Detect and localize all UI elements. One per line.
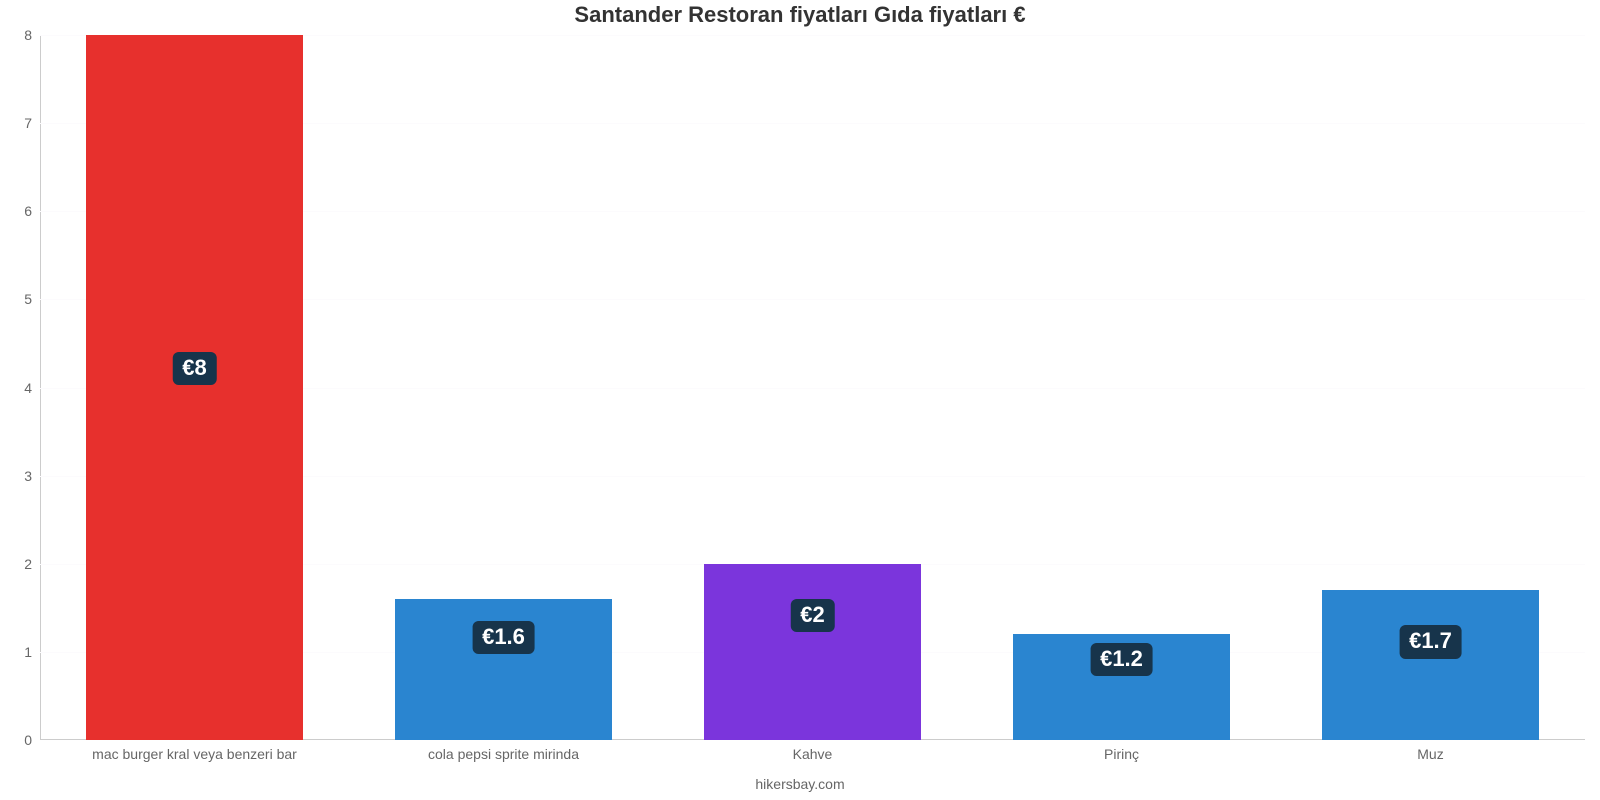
y-tick-label: 3 [24, 468, 40, 484]
value-badge: €1.7 [1399, 625, 1462, 658]
x-tick-label: mac burger kral veya benzeri bar [92, 740, 297, 762]
y-tick-label: 4 [24, 380, 40, 396]
bar [704, 564, 920, 740]
y-tick-label: 1 [24, 644, 40, 660]
y-tick-label: 8 [24, 27, 40, 43]
y-tick-label: 2 [24, 556, 40, 572]
value-badge: €1.6 [472, 621, 535, 654]
plot-area: 012345678€8mac burger kral veya benzeri … [40, 35, 1585, 740]
bar [1322, 590, 1538, 740]
x-tick-label: Kahve [793, 740, 833, 762]
y-tick-label: 6 [24, 203, 40, 219]
bar [86, 35, 302, 740]
chart-caption: hikersbay.com [755, 776, 844, 792]
x-tick-label: cola pepsi sprite mirinda [428, 740, 579, 762]
y-tick-label: 0 [24, 732, 40, 748]
value-badge: €8 [172, 352, 216, 385]
x-tick-label: Muz [1417, 740, 1443, 762]
value-badge: €2 [790, 599, 834, 632]
price-bar-chart: Santander Restoran fiyatları Gıda fiyatl… [0, 0, 1600, 800]
x-tick-label: Pirinç [1104, 740, 1139, 762]
y-tick-label: 7 [24, 115, 40, 131]
y-tick-label: 5 [24, 291, 40, 307]
value-badge: €1.2 [1090, 643, 1153, 676]
chart-title: Santander Restoran fiyatları Gıda fiyatl… [0, 0, 1600, 28]
